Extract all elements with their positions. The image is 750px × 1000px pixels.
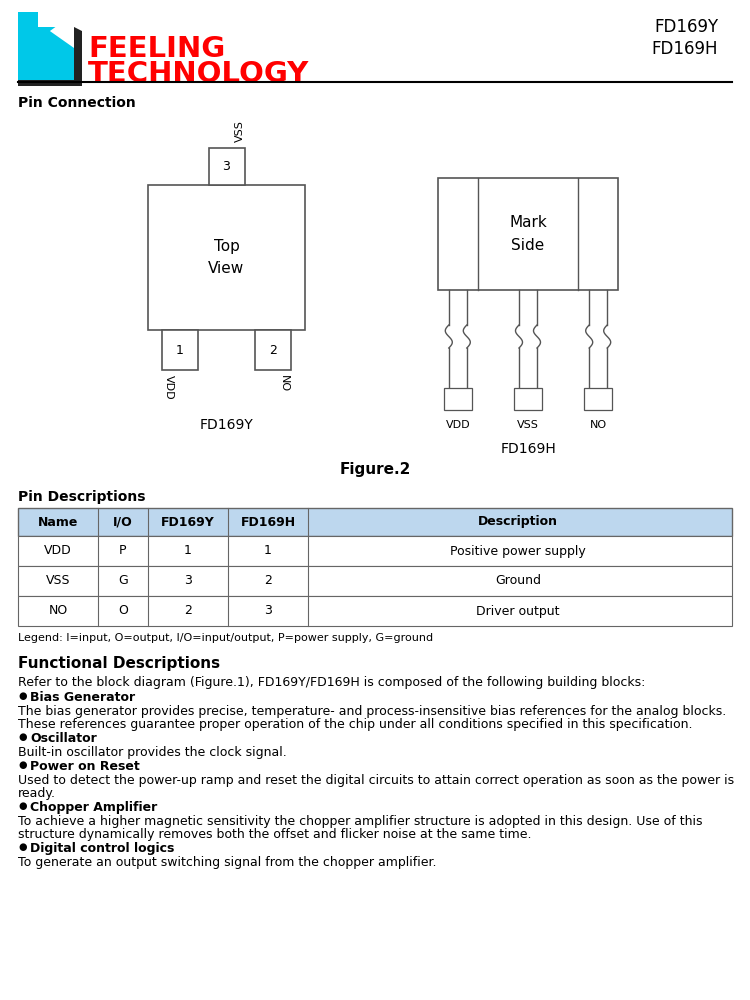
Text: Digital control logics: Digital control logics bbox=[30, 842, 174, 855]
Text: FD169Y: FD169Y bbox=[654, 18, 718, 36]
Bar bbox=[162, 330, 198, 370]
Text: Pin Descriptions: Pin Descriptions bbox=[18, 490, 146, 504]
Text: Chopper Amplifier: Chopper Amplifier bbox=[30, 801, 158, 814]
Text: ●: ● bbox=[18, 691, 26, 701]
Text: 1: 1 bbox=[184, 544, 192, 558]
Polygon shape bbox=[18, 80, 82, 86]
Bar bbox=[148, 185, 305, 330]
Text: To achieve a higher magnetic sensitivity the chopper amplifier structure is adop: To achieve a higher magnetic sensitivity… bbox=[18, 815, 703, 828]
Text: VDD: VDD bbox=[446, 420, 470, 430]
Polygon shape bbox=[38, 12, 76, 27]
Text: VSS: VSS bbox=[235, 120, 244, 142]
Text: 1: 1 bbox=[176, 344, 184, 357]
Text: Refer to the block diagram (Figure.1), FD169Y/FD169H is composed of the followin: Refer to the block diagram (Figure.1), F… bbox=[18, 676, 645, 689]
Text: 3: 3 bbox=[264, 604, 272, 617]
Text: ready.: ready. bbox=[18, 787, 56, 800]
Text: Pin Connection: Pin Connection bbox=[18, 96, 136, 110]
Text: 1: 1 bbox=[264, 544, 272, 558]
Text: TECHNOLOGY: TECHNOLOGY bbox=[88, 60, 309, 88]
Text: ●: ● bbox=[18, 732, 26, 742]
Text: Built-in oscillator provides the clock signal.: Built-in oscillator provides the clock s… bbox=[18, 746, 286, 759]
Text: VDD: VDD bbox=[164, 375, 174, 400]
Text: P: P bbox=[119, 544, 127, 558]
Bar bbox=[584, 388, 612, 410]
Bar bbox=[209, 148, 245, 185]
Text: NO: NO bbox=[590, 420, 607, 430]
Bar bbox=[438, 178, 618, 290]
Text: O: O bbox=[118, 604, 128, 617]
Text: 3: 3 bbox=[223, 160, 230, 173]
Text: Bias Generator: Bias Generator bbox=[30, 691, 135, 704]
Text: Positive power supply: Positive power supply bbox=[450, 544, 586, 558]
Text: To generate an output switching signal from the chopper amplifier.: To generate an output switching signal f… bbox=[18, 856, 436, 869]
Bar bbox=[514, 388, 542, 410]
Text: I/O: I/O bbox=[113, 516, 133, 528]
Text: Legend: I=input, O=output, I/O=input/output, P=power supply, G=ground: Legend: I=input, O=output, I/O=input/out… bbox=[18, 633, 433, 643]
Text: 3: 3 bbox=[184, 574, 192, 587]
Text: 2: 2 bbox=[524, 394, 532, 404]
Text: ●: ● bbox=[18, 801, 26, 811]
Text: Name: Name bbox=[38, 516, 78, 528]
Text: structure dynamically removes both the offset and flicker noise at the same time: structure dynamically removes both the o… bbox=[18, 828, 532, 841]
Text: VDD: VDD bbox=[44, 544, 72, 558]
Text: FD169H: FD169H bbox=[652, 40, 718, 58]
Bar bbox=[255, 330, 291, 370]
Bar bbox=[18, 596, 732, 626]
Bar bbox=[18, 566, 732, 596]
Text: These references guarantee proper operation of the chip under all conditions spe: These references guarantee proper operat… bbox=[18, 718, 692, 731]
Text: FD169Y: FD169Y bbox=[200, 418, 254, 432]
Text: Functional Descriptions: Functional Descriptions bbox=[18, 656, 220, 671]
Text: VSS: VSS bbox=[517, 420, 539, 430]
Text: FD169H: FD169H bbox=[241, 516, 296, 528]
Text: 3: 3 bbox=[595, 394, 602, 404]
Text: FEELING: FEELING bbox=[88, 35, 225, 63]
Text: Used to detect the power-up ramp and reset the digital circuits to attain correc: Used to detect the power-up ramp and res… bbox=[18, 774, 734, 787]
Polygon shape bbox=[74, 27, 82, 80]
Text: NO: NO bbox=[48, 604, 68, 617]
Text: Driver output: Driver output bbox=[476, 604, 560, 617]
Text: 2: 2 bbox=[264, 574, 272, 587]
Text: 1: 1 bbox=[454, 394, 461, 404]
Text: The bias generator provides precise, temperature- and process-insensitive bias r: The bias generator provides precise, tem… bbox=[18, 705, 726, 718]
Bar bbox=[18, 536, 732, 566]
Text: 2: 2 bbox=[269, 344, 277, 357]
Text: Description: Description bbox=[478, 516, 558, 528]
Text: ●: ● bbox=[18, 760, 26, 770]
Text: VSS: VSS bbox=[46, 574, 70, 587]
Text: G: G bbox=[118, 574, 128, 587]
Text: Mark
Side: Mark Side bbox=[509, 215, 547, 253]
Text: Oscillator: Oscillator bbox=[30, 732, 97, 745]
Text: NO: NO bbox=[279, 375, 289, 392]
Text: FD169H: FD169H bbox=[500, 442, 556, 456]
Text: Power on Reset: Power on Reset bbox=[30, 760, 140, 773]
Text: 2: 2 bbox=[184, 604, 192, 617]
Text: Ground: Ground bbox=[495, 574, 541, 587]
Bar bbox=[444, 388, 472, 410]
Text: ●: ● bbox=[18, 842, 26, 852]
Bar bbox=[18, 508, 732, 536]
Text: Figure.2: Figure.2 bbox=[339, 462, 411, 477]
Polygon shape bbox=[18, 12, 76, 80]
Text: FD169Y: FD169Y bbox=[161, 516, 214, 528]
Text: Top
View: Top View bbox=[209, 239, 245, 276]
